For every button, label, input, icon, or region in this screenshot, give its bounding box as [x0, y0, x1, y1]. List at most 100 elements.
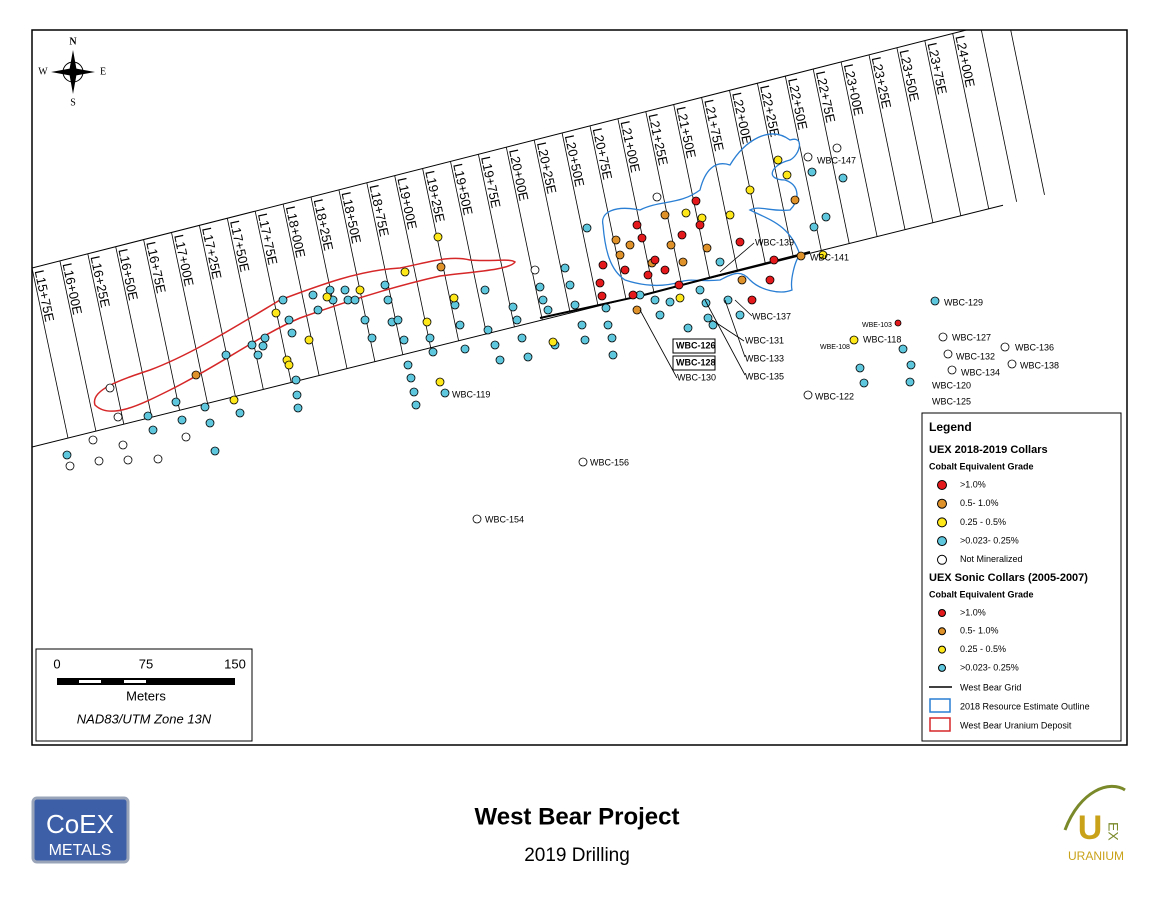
collar [472, 514, 482, 524]
grid-line [757, 83, 794, 258]
collar [1000, 342, 1010, 352]
leader-line [719, 242, 755, 273]
collar [580, 335, 590, 345]
legend-swatch [937, 498, 947, 509]
legend-swatch [937, 536, 947, 547]
compass-n: N [69, 36, 77, 47]
collar [548, 337, 558, 347]
grid-line [115, 246, 153, 418]
collar [938, 332, 948, 342]
collar [666, 240, 676, 250]
collar [769, 255, 779, 265]
coex-badge [31, 796, 130, 864]
collar [695, 220, 705, 230]
grid-line [533, 140, 571, 314]
legend-swatch [938, 627, 946, 636]
collar [367, 333, 377, 343]
grid-line [924, 40, 962, 216]
collar [650, 255, 660, 265]
collar [678, 257, 688, 267]
collar [665, 297, 675, 307]
scale-seg [124, 680, 146, 683]
grid-edge [32, 30, 969, 269]
grid-line [450, 161, 487, 334]
grid-line [784, 76, 822, 251]
collar [284, 315, 294, 325]
collar [632, 220, 642, 230]
legend-label: >1.0% [960, 607, 986, 617]
collar [595, 278, 605, 288]
grid-line [199, 225, 236, 397]
collar [495, 355, 505, 365]
collar [292, 390, 302, 400]
hole-label: WBC-118 [863, 334, 901, 344]
collar [340, 285, 350, 295]
collar [821, 212, 831, 222]
legend: Legend UEX 2018-2019 Collars Cobalt Equi… [921, 412, 1122, 742]
leader-line [724, 299, 746, 358]
hole-label: WBC-134 [961, 367, 1000, 377]
hole-label: WBC-129 [944, 297, 983, 307]
hole-label: WBC-133 [745, 353, 784, 363]
compass-s: S [70, 97, 76, 108]
collar [894, 319, 902, 327]
collar [809, 222, 819, 232]
grid-line [505, 147, 543, 321]
collar [803, 152, 813, 162]
collar [113, 412, 123, 422]
collar [703, 313, 713, 323]
hole-label: WBE-103 [862, 322, 892, 329]
collar [737, 275, 747, 285]
grid-line [812, 68, 850, 244]
collar [181, 432, 191, 442]
collar [293, 403, 303, 413]
legend-label: West Bear Uranium Deposit [960, 720, 1072, 730]
hole-label: WBC-119 [452, 389, 490, 399]
collar [480, 285, 490, 295]
uex-ex: EX [1105, 822, 1121, 841]
scale-unit: Meters [126, 688, 166, 703]
collar [287, 328, 297, 338]
collar [483, 325, 493, 335]
legend-heading: UEX Sonic Collars (2005-2007) [929, 572, 1088, 584]
collar [905, 377, 915, 387]
grid-line [980, 30, 1017, 202]
collar [611, 235, 621, 245]
collar [681, 208, 691, 218]
collar [675, 293, 685, 303]
collar [695, 285, 705, 295]
legend-swatch [938, 609, 946, 617]
collar [691, 196, 701, 206]
collar [773, 155, 783, 165]
collar [625, 240, 635, 250]
grid-line [338, 189, 376, 362]
hole-label: WBC-156 [590, 457, 629, 467]
grid-line [422, 168, 459, 341]
grid-line [282, 203, 320, 376]
scale-seg [79, 680, 101, 683]
hole-label: WBC-131 [745, 335, 784, 345]
collar [409, 387, 419, 397]
collar [177, 415, 187, 425]
coex-text: METALS [49, 842, 112, 859]
legend-swatch [938, 663, 946, 672]
collar [715, 257, 725, 267]
grid-line [952, 33, 990, 209]
collar [655, 310, 665, 320]
grid-line [226, 218, 264, 390]
subtitle: 2019 Drilling [524, 845, 630, 866]
legend-frame [921, 412, 1122, 742]
hole-label: WBC-135 [745, 371, 784, 381]
hole-label: WBC-154 [485, 514, 524, 524]
collar [400, 267, 410, 277]
collar [308, 290, 318, 300]
uranium-deposit-outline [93, 257, 516, 412]
collar [628, 290, 638, 300]
uex-logo: U EX URANIUM [1063, 784, 1126, 863]
collars [62, 143, 1017, 524]
legend-swatch [937, 517, 947, 528]
collar [383, 295, 393, 305]
collar [735, 237, 745, 247]
grid-line [171, 232, 208, 404]
collar [523, 352, 533, 362]
